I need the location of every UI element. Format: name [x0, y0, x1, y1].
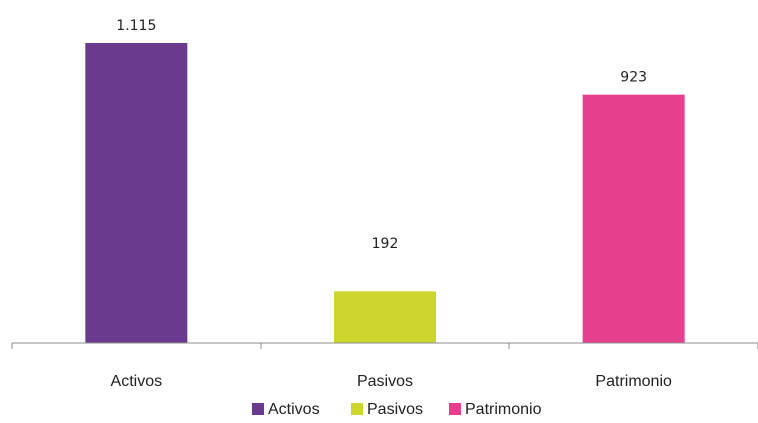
legend-item-activos: Activos	[252, 401, 320, 418]
bar-patrimonio	[582, 94, 685, 343]
bar-activos	[85, 43, 188, 343]
tick-label-patrimonio: Patrimonio	[595, 373, 672, 390]
tick-label-pasivos: Pasivos	[357, 373, 413, 390]
legend-label-activos: Activos	[268, 401, 320, 418]
data-labels-group: 1.115 192 923	[116, 18, 647, 252]
legend-item-patrimonio: Patrimonio	[449, 401, 542, 418]
data-label-pasivos: 192	[372, 236, 399, 252]
data-label-patrimonio: 923	[620, 70, 647, 86]
legend-label-patrimonio: Patrimonio	[465, 401, 542, 418]
legend-label-pasivos: Pasivos	[367, 401, 423, 418]
x-axis-ticks	[11, 343, 758, 349]
legend-swatch-pasivos	[351, 403, 363, 415]
legend: Activos Pasivos Patrimonio	[252, 401, 542, 418]
x-axis-tick-labels: Activos Pasivos Patrimonio	[111, 373, 672, 390]
data-label-activos: 1.115	[116, 18, 156, 34]
legend-item-pasivos: Pasivos	[351, 401, 423, 418]
legend-swatch-activos	[252, 403, 264, 415]
bar-pasivos	[334, 291, 436, 343]
legend-swatch-patrimonio	[449, 403, 461, 415]
tick-label-activos: Activos	[111, 373, 163, 390]
bars-group	[85, 43, 685, 343]
